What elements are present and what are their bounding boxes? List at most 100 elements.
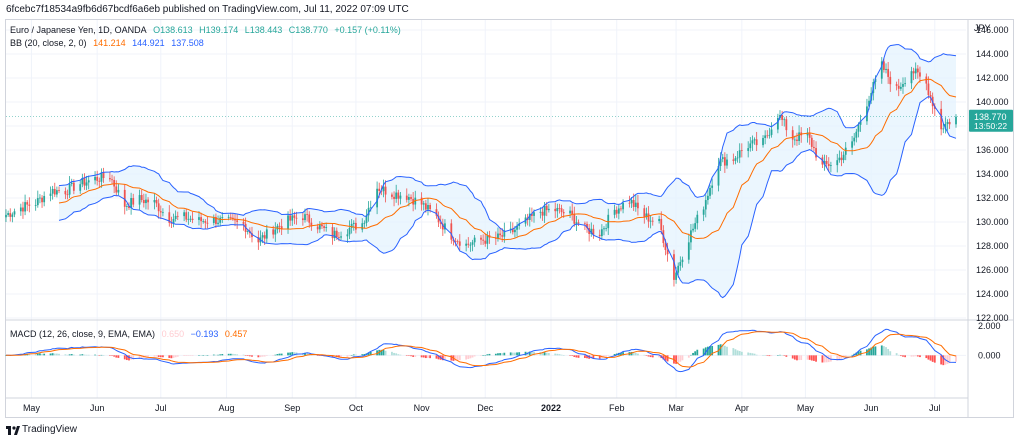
macd-histogram-bar xyxy=(405,355,408,356)
macd-histogram-bar xyxy=(232,353,234,356)
candle-body xyxy=(458,241,461,246)
macd-histogram-bar xyxy=(49,353,52,356)
macd-histogram-bar xyxy=(889,351,892,356)
macd-histogram-bar xyxy=(645,355,648,356)
candle-body xyxy=(823,160,826,165)
macd-histogram-bar xyxy=(721,344,724,356)
candle-body xyxy=(613,209,616,215)
candle-body xyxy=(215,216,217,224)
candle-body xyxy=(530,213,533,216)
macd-histogram-bar xyxy=(219,354,222,356)
candle-body xyxy=(170,222,173,224)
macd-histogram-bar xyxy=(157,355,160,357)
macd-histogram-bar xyxy=(509,352,512,356)
candle-body xyxy=(726,159,728,166)
macd-histogram-bar xyxy=(547,353,550,356)
macd-line-value: −0.193 xyxy=(190,329,219,339)
candle-body xyxy=(437,215,440,223)
candle-body xyxy=(316,226,319,230)
candle-body xyxy=(378,188,381,191)
candle-body xyxy=(397,192,400,199)
month-tick-label: Sep xyxy=(284,403,300,413)
candle-body xyxy=(19,207,22,212)
macd-histogram-bar xyxy=(484,355,487,356)
macd-histogram-bar xyxy=(291,352,294,356)
candle-body xyxy=(702,209,705,215)
candle-body xyxy=(766,135,769,137)
macd-histogram-bar xyxy=(620,352,622,356)
macd-histogram-bar xyxy=(435,355,438,359)
candle-body xyxy=(354,222,357,230)
candle-body xyxy=(753,139,756,141)
candle-body xyxy=(499,233,501,236)
candle-body xyxy=(365,215,368,223)
macd-histogram-bar xyxy=(768,355,771,357)
macd-histogram-bar xyxy=(929,355,932,361)
macd-histogram-bar xyxy=(779,354,781,356)
macd-histogram-bar xyxy=(723,345,726,356)
candle-body xyxy=(24,202,26,212)
macd-histogram-bar xyxy=(749,352,752,356)
candle-body xyxy=(306,214,309,216)
candle-body xyxy=(272,229,275,235)
axes-layer: JPY146.000144.000142.000140.000138.00013… xyxy=(23,23,1013,413)
macd-layer xyxy=(5,328,966,373)
macd-histogram-bar xyxy=(72,354,75,356)
candle-body xyxy=(125,205,128,207)
macd-histogram-bar xyxy=(261,355,264,357)
candle-body xyxy=(791,130,794,140)
macd-histogram-bar xyxy=(138,355,141,359)
candle-body xyxy=(310,222,313,227)
candle-body xyxy=(176,215,179,217)
candle-body xyxy=(435,209,438,216)
macd-histogram-bar xyxy=(422,355,425,358)
month-tick-label: Jun xyxy=(864,403,879,413)
macd-histogram-bar xyxy=(170,355,173,359)
macd-histogram-bar xyxy=(117,355,120,358)
candle-body xyxy=(265,229,268,239)
candle-body xyxy=(318,224,321,230)
macd-histogram-bar xyxy=(494,353,497,356)
candle-body xyxy=(130,198,133,209)
macd-histogram-bar xyxy=(868,348,870,356)
candle-body xyxy=(929,95,932,97)
macd-histogram-bar xyxy=(584,355,586,358)
macd-histogram-bar xyxy=(829,355,832,362)
candle-body xyxy=(183,212,186,217)
candle-body xyxy=(598,234,601,237)
candle-body xyxy=(293,215,296,218)
candle-body xyxy=(384,186,387,195)
macd-histogram-bar xyxy=(933,355,936,363)
month-tick-label: Jul xyxy=(155,403,167,413)
macd-histogram-bar xyxy=(340,355,342,358)
candle-body xyxy=(632,200,635,207)
candle-body xyxy=(738,150,741,158)
candle-body xyxy=(942,128,945,130)
candle-body xyxy=(785,119,788,131)
macd-histogram-bar xyxy=(424,355,427,359)
macd-histogram-bar xyxy=(658,355,661,358)
macd-histogram-bar xyxy=(306,352,309,356)
candle-body xyxy=(5,214,7,218)
macd-histogram-bar xyxy=(251,355,253,357)
candle-body xyxy=(439,222,442,224)
candle-body xyxy=(263,235,266,239)
candle-body xyxy=(393,196,395,199)
macd-histogram-bar xyxy=(111,355,113,356)
candle-body xyxy=(242,221,245,224)
macd-histogram-bar xyxy=(79,354,82,356)
macd-histogram-bar xyxy=(844,355,847,357)
month-tick-label: 2022 xyxy=(541,403,561,413)
candle-body xyxy=(853,137,856,142)
candle-body xyxy=(560,208,563,213)
macd-histogram-bar xyxy=(482,355,485,356)
price-tick-label: 132.000 xyxy=(976,193,1009,203)
macd-histogram-bar xyxy=(912,355,915,357)
bb-basis-value: 141.214 xyxy=(93,38,126,48)
macd-histogram-bar xyxy=(480,355,482,356)
chart-frame xyxy=(5,19,1014,418)
macd-histogram-bar xyxy=(851,354,853,356)
macd-histogram-bar xyxy=(382,349,385,356)
macd-histogram-bar xyxy=(709,346,711,356)
